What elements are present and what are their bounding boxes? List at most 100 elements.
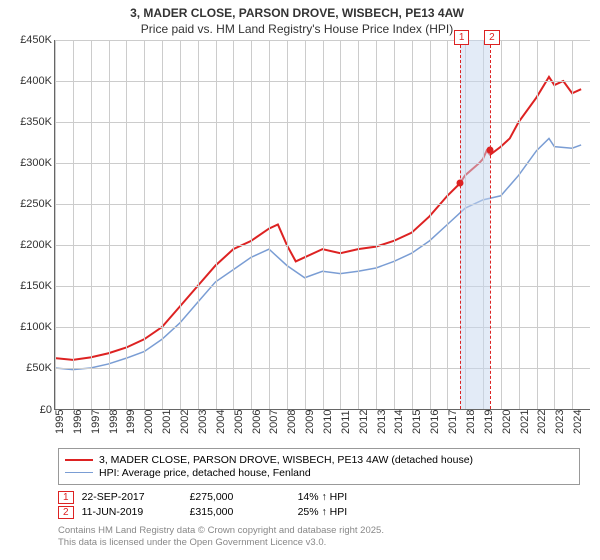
legend-label: HPI: Average price, detached house, Fenl… — [99, 467, 311, 479]
gridline-v — [447, 40, 448, 409]
x-tick-label: 2020 — [501, 409, 513, 433]
legend-swatch — [65, 459, 93, 461]
chart-area: £0£50K£100K£150K£200K£250K£300K£350K£400… — [4, 40, 590, 410]
y-tick-label: £250K — [20, 198, 52, 210]
y-tick-label: £150K — [20, 280, 52, 292]
transaction-date: 11-JUN-2019 — [82, 506, 182, 518]
gridline-v — [394, 40, 395, 409]
x-tick-label: 2000 — [143, 409, 155, 433]
x-tick-label: 2024 — [572, 409, 584, 433]
x-tick-label: 2003 — [197, 409, 209, 433]
x-tick-label: 1998 — [108, 409, 120, 433]
x-tick-label: 2022 — [536, 409, 548, 433]
x-tick-label: 2011 — [340, 410, 352, 434]
x-tick-label: 2004 — [215, 409, 227, 433]
marker-label: 1 — [454, 30, 470, 45]
marker-line — [460, 40, 461, 409]
gridline-v — [162, 40, 163, 409]
transaction-price: £275,000 — [190, 491, 290, 503]
x-tick-label: 2005 — [233, 409, 245, 433]
gridline-v — [233, 40, 234, 409]
x-tick-label: 2002 — [179, 409, 191, 433]
legend-label: 3, MADER CLOSE, PARSON DROVE, WISBECH, P… — [99, 454, 473, 466]
gridline-v — [269, 40, 270, 409]
legend: 3, MADER CLOSE, PARSON DROVE, WISBECH, P… — [58, 448, 580, 485]
y-tick-label: £400K — [20, 75, 52, 87]
gridline-v — [287, 40, 288, 409]
x-axis: 1995 1996 1997 1998 1999 2000 2001 2002 2003 2004… — [54, 410, 590, 440]
x-tick-label: 2015 — [411, 409, 423, 433]
gridline-v — [180, 40, 181, 409]
legend-row: 3, MADER CLOSE, PARSON DROVE, WISBECH, P… — [65, 454, 573, 466]
x-tick-label: 2007 — [268, 409, 280, 433]
y-tick-label: £300K — [20, 157, 52, 169]
marker-dot — [456, 180, 463, 187]
chart-title-line2: Price paid vs. HM Land Registry's House … — [4, 22, 590, 36]
legend-swatch — [65, 472, 93, 474]
x-tick-label: 2013 — [376, 409, 388, 433]
gridline-v — [501, 40, 502, 409]
transaction-row: 1 22-SEP-2017 £275,000 14% ↑ HPI — [58, 491, 580, 504]
gridline-v — [572, 40, 573, 409]
marker-band — [460, 40, 490, 409]
x-tick-label: 1999 — [125, 409, 137, 433]
transaction-marker: 2 — [58, 506, 74, 519]
x-tick-label: 2018 — [465, 409, 477, 433]
gridline-v — [554, 40, 555, 409]
marker-dot — [487, 147, 494, 154]
gridline-v — [73, 40, 74, 409]
attribution-line2: This data is licensed under the Open Gov… — [58, 537, 580, 549]
y-tick-label: £350K — [20, 116, 52, 128]
transaction-row: 211-JUN-2019£315,00025% ↑ HPI — [58, 506, 580, 519]
x-tick-label: 1996 — [72, 409, 84, 433]
attribution: Contains HM Land Registry data © Crown c… — [58, 525, 580, 550]
gridline-v — [144, 40, 145, 409]
attribution-line1: Contains HM Land Registry data © Crown c… — [58, 525, 580, 537]
x-tick-label: 2014 — [393, 409, 405, 433]
marker-label: 2 — [484, 30, 500, 45]
series-line — [55, 76, 581, 359]
y-tick-label: £50K — [26, 362, 52, 374]
x-tick-label: 2009 — [304, 409, 316, 433]
x-tick-label: 2017 — [447, 409, 459, 433]
legend-row: HPI: Average price, detached house, Fenl… — [65, 467, 573, 479]
gridline-v — [430, 40, 431, 409]
chart-title-line1: 3, MADER CLOSE, PARSON DROVE, WISBECH, P… — [4, 6, 590, 22]
x-tick-label: 2016 — [429, 409, 441, 433]
gridline-v — [412, 40, 413, 409]
gridline-v — [216, 40, 217, 409]
gridline-v — [519, 40, 520, 409]
gridline-v — [537, 40, 538, 409]
transaction-marker: 1 — [58, 491, 74, 504]
chart-container: 3, MADER CLOSE, PARSON DROVE, WISBECH, P… — [0, 0, 600, 560]
gridline-v — [126, 40, 127, 409]
x-tick-label: 2012 — [358, 409, 370, 433]
y-axis: £0£50K£100K£150K£200K£250K£300K£350K£400… — [4, 40, 54, 410]
gridline-v — [251, 40, 252, 409]
y-tick-label: £450K — [20, 34, 52, 46]
gridline-v — [358, 40, 359, 409]
gridline-v — [323, 40, 324, 409]
transaction-delta: 14% ↑ HPI — [298, 491, 398, 503]
y-tick-label: £100K — [20, 321, 52, 333]
x-tick-label: 2001 — [161, 409, 173, 433]
x-tick-label: 2008 — [286, 409, 298, 433]
gridline-v — [198, 40, 199, 409]
x-tick-label: 1997 — [90, 409, 102, 433]
gridline-v — [55, 40, 56, 409]
transaction-delta: 25% ↑ HPI — [298, 506, 398, 518]
gridline-v — [340, 40, 341, 409]
y-tick-label: £200K — [20, 239, 52, 251]
y-tick-label: £0 — [40, 404, 52, 416]
gridline-v — [305, 40, 306, 409]
transaction-table: 1 22-SEP-2017 £275,000 14% ↑ HPI 2 11-JUN-201… — [58, 491, 580, 519]
plot-area: 12 — [54, 40, 590, 410]
series-line — [55, 138, 581, 369]
x-tick-label: 2006 — [251, 409, 263, 433]
x-tick-label: 2010 — [322, 409, 334, 433]
marker-line — [490, 40, 491, 409]
x-tick-label: 1995 — [54, 409, 66, 433]
transaction-date: 22-SEP-2017 — [82, 491, 182, 503]
gridline-v — [109, 40, 110, 409]
gridline-v — [91, 40, 92, 409]
